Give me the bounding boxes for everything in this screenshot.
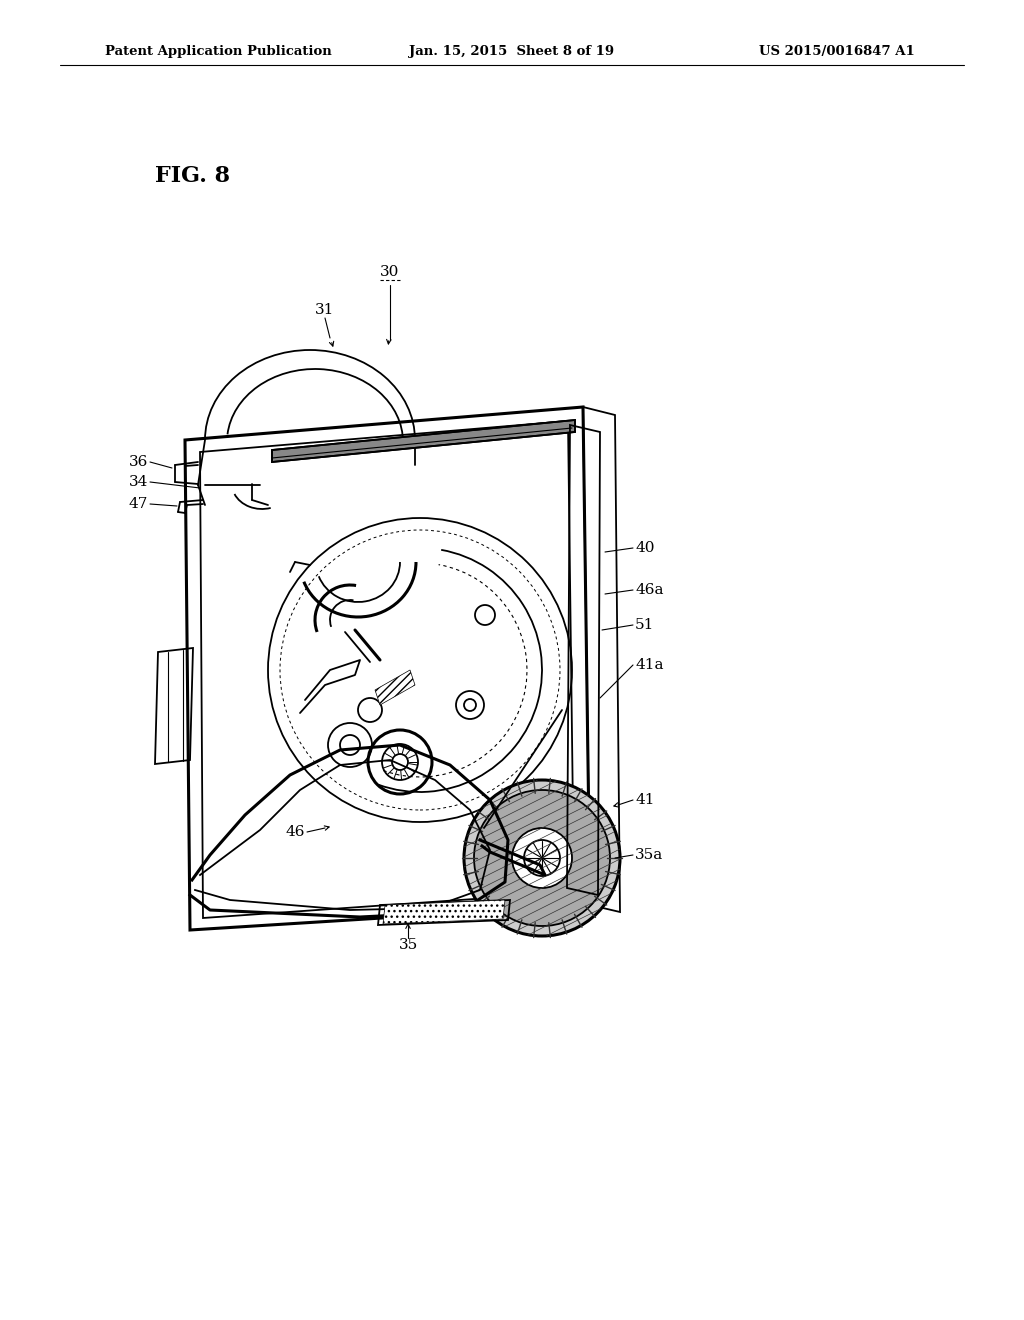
Circle shape (464, 780, 620, 936)
Polygon shape (375, 671, 415, 705)
Text: 46a: 46a (635, 583, 664, 597)
Polygon shape (383, 900, 505, 924)
Circle shape (512, 828, 572, 888)
Polygon shape (272, 420, 575, 462)
Text: 35: 35 (398, 939, 418, 952)
Text: 41a: 41a (635, 657, 664, 672)
Text: FIG. 8: FIG. 8 (155, 165, 230, 187)
Text: Patent Application Publication: Patent Application Publication (105, 45, 332, 58)
Text: 35a: 35a (635, 847, 664, 862)
Circle shape (474, 789, 610, 927)
Text: 40: 40 (635, 541, 654, 554)
Text: 51: 51 (635, 618, 654, 632)
Text: 47: 47 (129, 498, 148, 511)
Text: 34: 34 (129, 475, 148, 488)
Text: 41: 41 (635, 793, 654, 807)
Text: 46: 46 (286, 825, 305, 840)
Text: Jan. 15, 2015  Sheet 8 of 19: Jan. 15, 2015 Sheet 8 of 19 (410, 45, 614, 58)
Text: 31: 31 (315, 304, 335, 317)
Text: 30: 30 (380, 265, 399, 279)
Text: US 2015/0016847 A1: US 2015/0016847 A1 (759, 45, 915, 58)
Text: 36: 36 (129, 455, 148, 469)
